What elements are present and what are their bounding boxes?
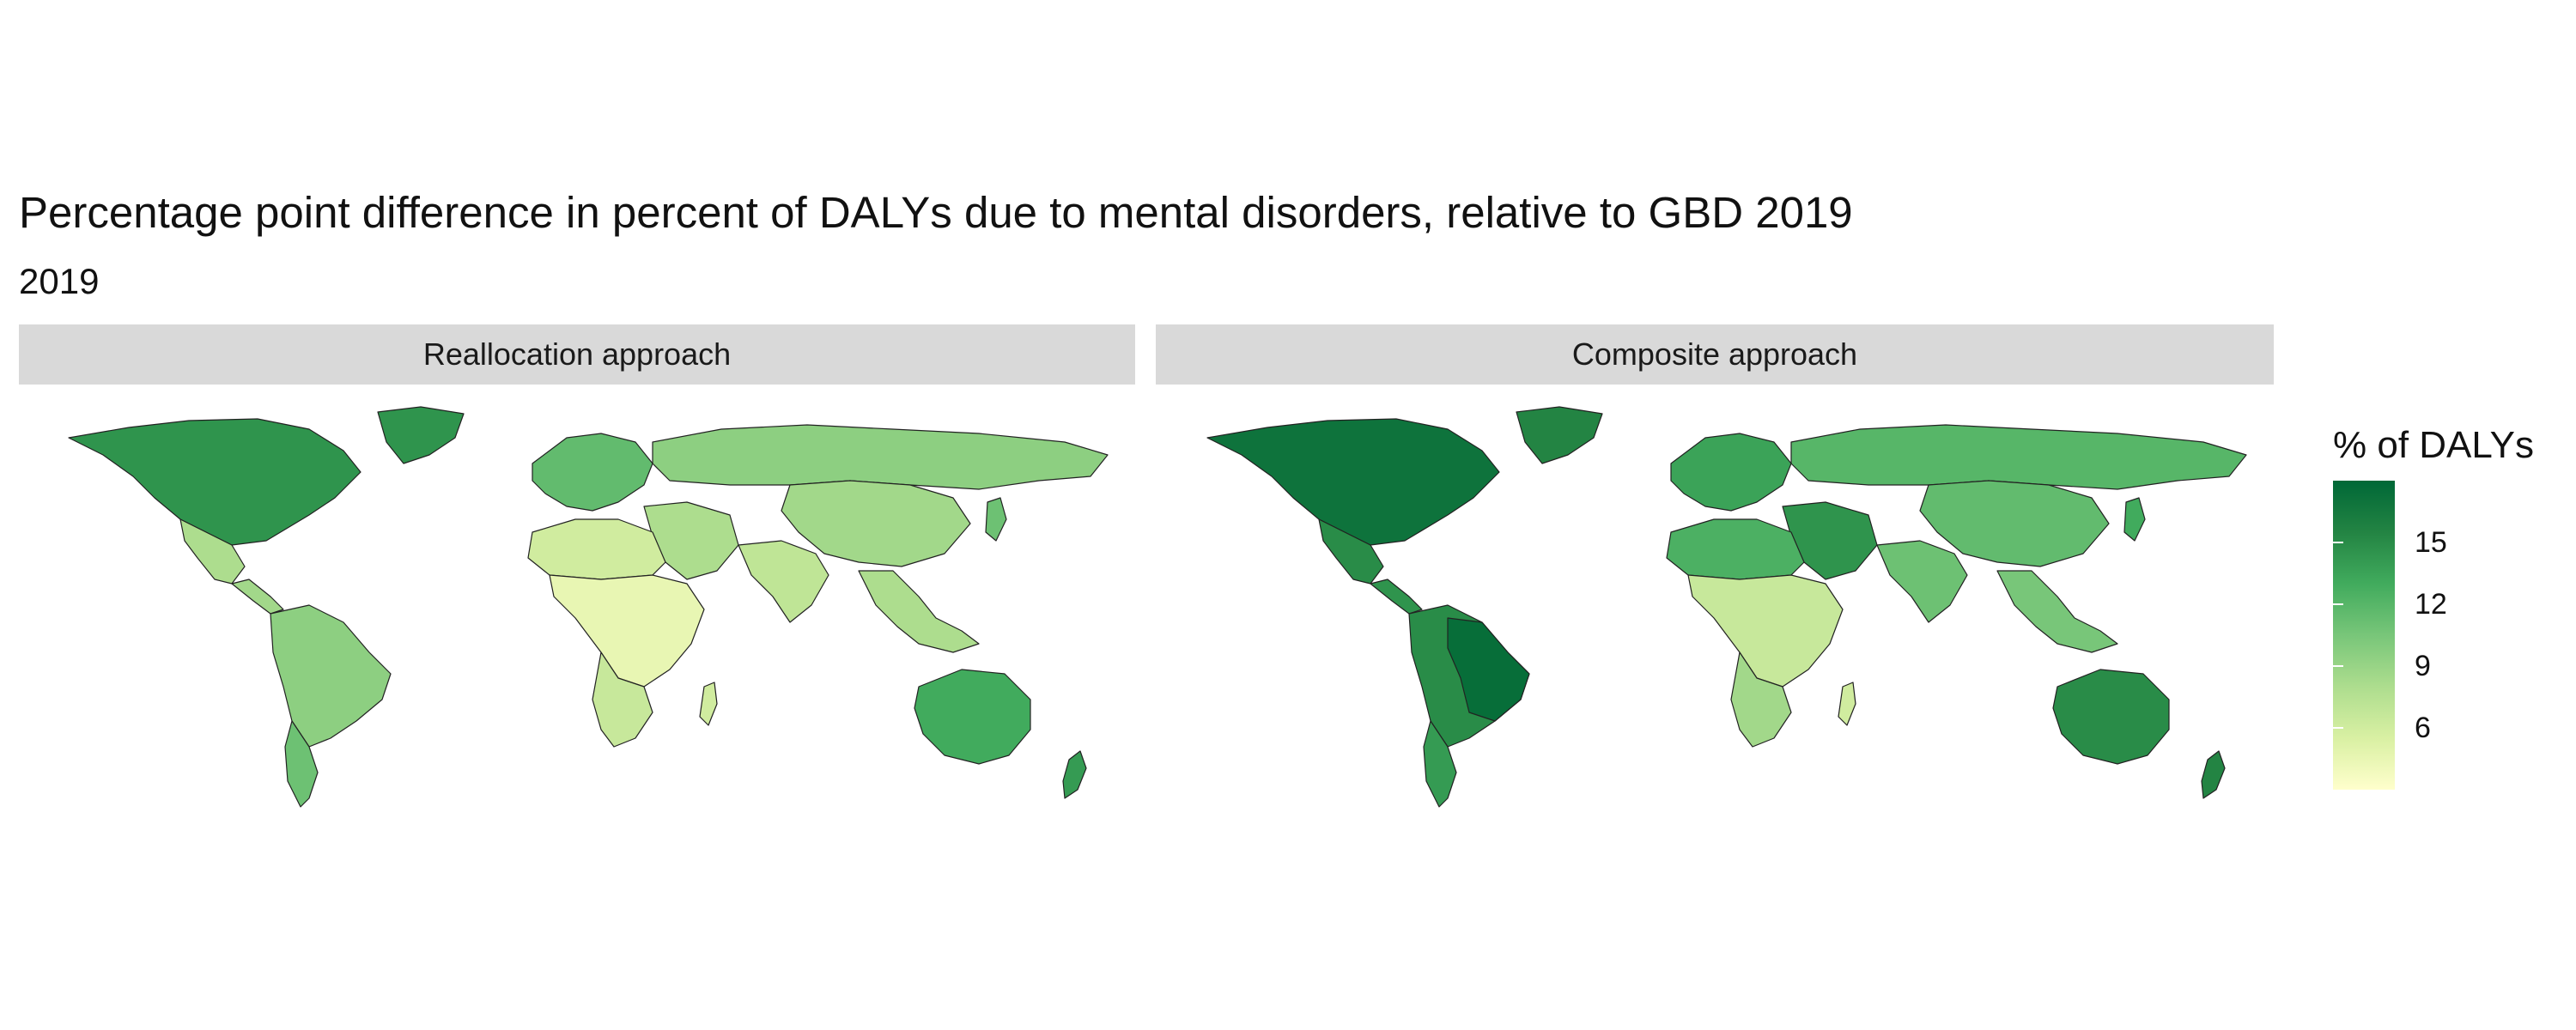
legend-colorbar: [2333, 481, 2395, 790]
chart-subtitle: 2019: [19, 261, 100, 301]
composite-region-southeast-asia: [1996, 570, 2118, 653]
composite-region-north-africa: [1666, 518, 1805, 580]
composite-region-southern-cone: [1423, 720, 1457, 808]
reallocation-region-china: [781, 480, 971, 567]
reallocation-region-sub-saharan-africa: [549, 574, 705, 688]
reallocation-region-southeast-asia: [858, 570, 980, 653]
reallocation-region-south-africa: [592, 651, 653, 748]
legend-tick-label: 9: [2415, 650, 2431, 682]
composite-region-china: [1919, 480, 2110, 567]
chart-title: Percentage point difference in percent o…: [19, 188, 1853, 237]
reallocation-region-russia: [652, 424, 1109, 490]
reallocation-region-madagascar: [699, 682, 718, 726]
legend-tick-label: 12: [2415, 588, 2447, 621]
reallocation-region-europe: [532, 433, 653, 512]
legend-tick-label: 15: [2415, 526, 2447, 559]
composite-region-south-asia: [1876, 540, 1968, 623]
reallocation-region-south-america: [270, 604, 392, 748]
reallocation-region-north-africa: [527, 518, 666, 580]
composite-region-north-america: [1206, 418, 1500, 546]
composite-region-europe: [1670, 433, 1792, 512]
world-map-composite: [1190, 403, 2255, 815]
legend-tick-inner: [2333, 665, 2343, 667]
legend-tick: [2395, 665, 2405, 667]
composite-region-russia: [1790, 424, 2247, 490]
composite-region-madagascar: [1838, 682, 1856, 726]
legend-title: % of DALYs: [2333, 424, 2534, 466]
world-map-reallocation: [52, 403, 1116, 815]
legend-tick-label: 6: [2415, 712, 2431, 744]
legend-tick: [2395, 603, 2405, 605]
reallocation-region-north-america: [68, 418, 361, 546]
legend-tick: [2395, 542, 2405, 543]
legend-tick: [2395, 727, 2405, 729]
composite-region-australia: [2052, 669, 2170, 765]
composite-region-brazil: [1447, 617, 1530, 722]
panel-strip-reallocation: Reallocation approach: [19, 324, 1135, 385]
reallocation-region-greenland: [377, 406, 465, 464]
composite-region-japan: [2123, 497, 2146, 542]
reallocation-region-south-asia: [738, 540, 829, 623]
reallocation-region-central-america: [231, 579, 284, 615]
composite-region-greenland: [1516, 406, 1603, 464]
composite-region-central-america: [1370, 579, 1423, 615]
reallocation-region-new-zealand: [1062, 750, 1087, 799]
legend-tick-inner: [2333, 603, 2343, 605]
composite-region-new-zealand: [2201, 750, 2226, 799]
reallocation-region-australia: [914, 669, 1031, 765]
composite-region-sub-saharan-africa: [1687, 574, 1844, 688]
reallocation-region-southern-cone: [284, 720, 319, 808]
reallocation-region-japan: [985, 497, 1007, 542]
composite-region-south-africa: [1730, 651, 1792, 748]
panel-strip-composite: Composite approach: [1156, 324, 2274, 385]
legend-tick-inner: [2333, 727, 2343, 729]
legend-tick-inner: [2333, 542, 2343, 543]
